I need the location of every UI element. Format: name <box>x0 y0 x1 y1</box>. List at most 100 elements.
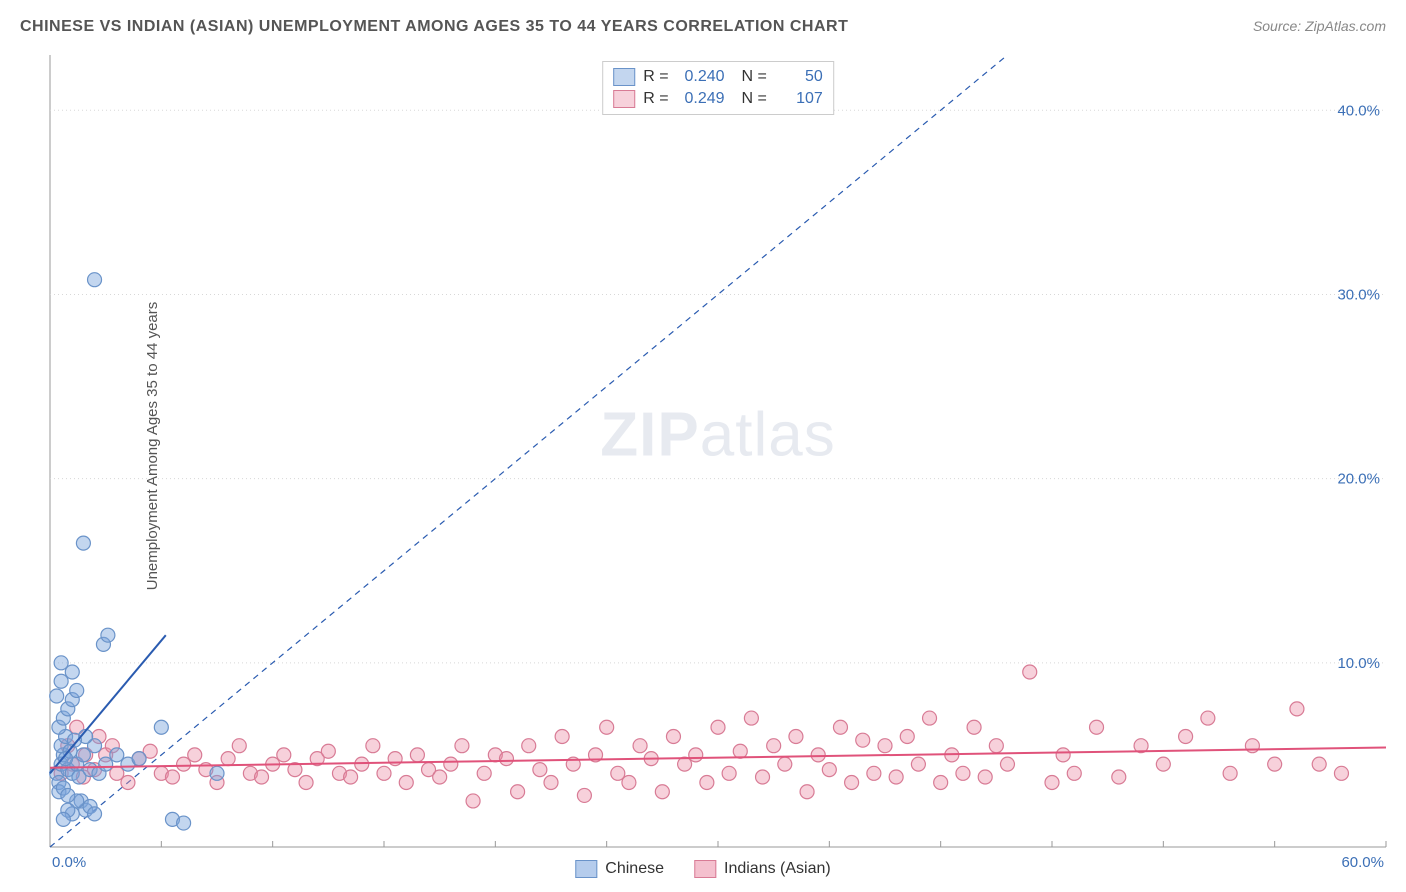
n-label: N = <box>733 68 767 86</box>
data-point <box>555 729 569 743</box>
data-point <box>154 720 168 734</box>
data-point <box>622 776 636 790</box>
data-point <box>789 729 803 743</box>
data-point <box>544 776 558 790</box>
data-point <box>733 744 747 758</box>
data-point <box>811 748 825 762</box>
data-point <box>1268 757 1282 771</box>
chart-container: 10.0%20.0%30.0%40.0%0.0%60.0% ZIPatlas R… <box>50 55 1386 847</box>
data-point <box>689 748 703 762</box>
data-point <box>399 776 413 790</box>
data-point <box>967 720 981 734</box>
data-point <box>255 770 269 784</box>
data-point <box>767 739 781 753</box>
data-point <box>54 656 68 670</box>
data-point <box>121 776 135 790</box>
data-point <box>232 739 246 753</box>
stats-row-indian: R = 0.249 N = 107 <box>613 88 823 110</box>
data-point <box>600 720 614 734</box>
data-point <box>978 770 992 784</box>
swatch-indian <box>613 90 635 108</box>
data-point <box>989 739 1003 753</box>
data-point <box>911 757 925 771</box>
data-point <box>1334 766 1348 780</box>
data-point <box>1290 702 1304 716</box>
stats-row-chinese: R = 0.240 N = 50 <box>613 66 823 88</box>
data-point <box>70 683 84 697</box>
r-label: R = <box>643 90 668 108</box>
data-point <box>433 770 447 784</box>
legend-swatch-chinese <box>575 860 597 878</box>
data-point <box>1156 757 1170 771</box>
swatch-chinese <box>613 68 635 86</box>
data-point <box>845 776 859 790</box>
n-value-indian: 107 <box>775 90 823 108</box>
x-tick-label: 0.0% <box>52 854 86 871</box>
data-point <box>210 766 224 780</box>
n-label: N = <box>733 90 767 108</box>
x-tick-label: 60.0% <box>1341 854 1384 871</box>
data-point <box>377 766 391 780</box>
data-point <box>511 785 525 799</box>
legend-item-indian: Indians (Asian) <box>694 860 831 878</box>
source-attribution: Source: ZipAtlas.com <box>1253 18 1386 34</box>
data-point <box>577 788 591 802</box>
data-point <box>1179 729 1193 743</box>
data-point <box>344 770 358 784</box>
data-point <box>533 763 547 777</box>
legend-swatch-indian <box>694 860 716 878</box>
data-point <box>666 729 680 743</box>
data-point <box>655 785 669 799</box>
data-point <box>88 273 102 287</box>
data-point <box>277 748 291 762</box>
data-point <box>722 766 736 780</box>
legend-label-indian: Indians (Asian) <box>724 860 831 878</box>
data-point <box>1023 665 1037 679</box>
data-point <box>1312 757 1326 771</box>
data-point <box>366 739 380 753</box>
legend-item-chinese: Chinese <box>575 860 664 878</box>
data-point <box>956 766 970 780</box>
r-value-indian: 0.249 <box>677 90 725 108</box>
r-label: R = <box>643 68 668 86</box>
data-point <box>923 711 937 725</box>
data-point <box>900 729 914 743</box>
data-point <box>410 748 424 762</box>
scatter-plot: 10.0%20.0%30.0%40.0%0.0%60.0% <box>50 55 1386 847</box>
data-point <box>833 720 847 734</box>
data-point <box>889 770 903 784</box>
data-point <box>188 748 202 762</box>
n-value-chinese: 50 <box>775 68 823 86</box>
data-point <box>1067 766 1081 780</box>
data-point <box>444 757 458 771</box>
data-point <box>778 757 792 771</box>
data-point <box>56 812 70 826</box>
y-tick-label: 40.0% <box>1337 102 1380 119</box>
data-point <box>1112 770 1126 784</box>
data-point <box>1045 776 1059 790</box>
chart-title: CHINESE VS INDIAN (ASIAN) UNEMPLOYMENT A… <box>20 18 848 36</box>
y-tick-label: 20.0% <box>1337 471 1380 488</box>
data-point <box>132 752 146 766</box>
data-point <box>1223 766 1237 780</box>
data-point <box>477 766 491 780</box>
data-point <box>50 689 64 703</box>
header-bar: CHINESE VS INDIAN (ASIAN) UNEMPLOYMENT A… <box>20 18 1386 36</box>
data-point <box>1056 748 1070 762</box>
data-point <box>88 807 102 821</box>
stats-legend: R = 0.240 N = 50 R = 0.249 N = 107 <box>602 61 834 115</box>
data-point <box>61 788 75 802</box>
data-point <box>177 816 191 830</box>
data-point <box>1201 711 1215 725</box>
data-point <box>1000 757 1014 771</box>
data-point <box>633 739 647 753</box>
data-point <box>756 770 770 784</box>
data-point <box>878 739 892 753</box>
data-point <box>522 739 536 753</box>
data-point <box>867 766 881 780</box>
data-point <box>700 776 714 790</box>
data-point <box>466 794 480 808</box>
data-point <box>744 711 758 725</box>
data-point <box>299 776 313 790</box>
data-point <box>856 733 870 747</box>
